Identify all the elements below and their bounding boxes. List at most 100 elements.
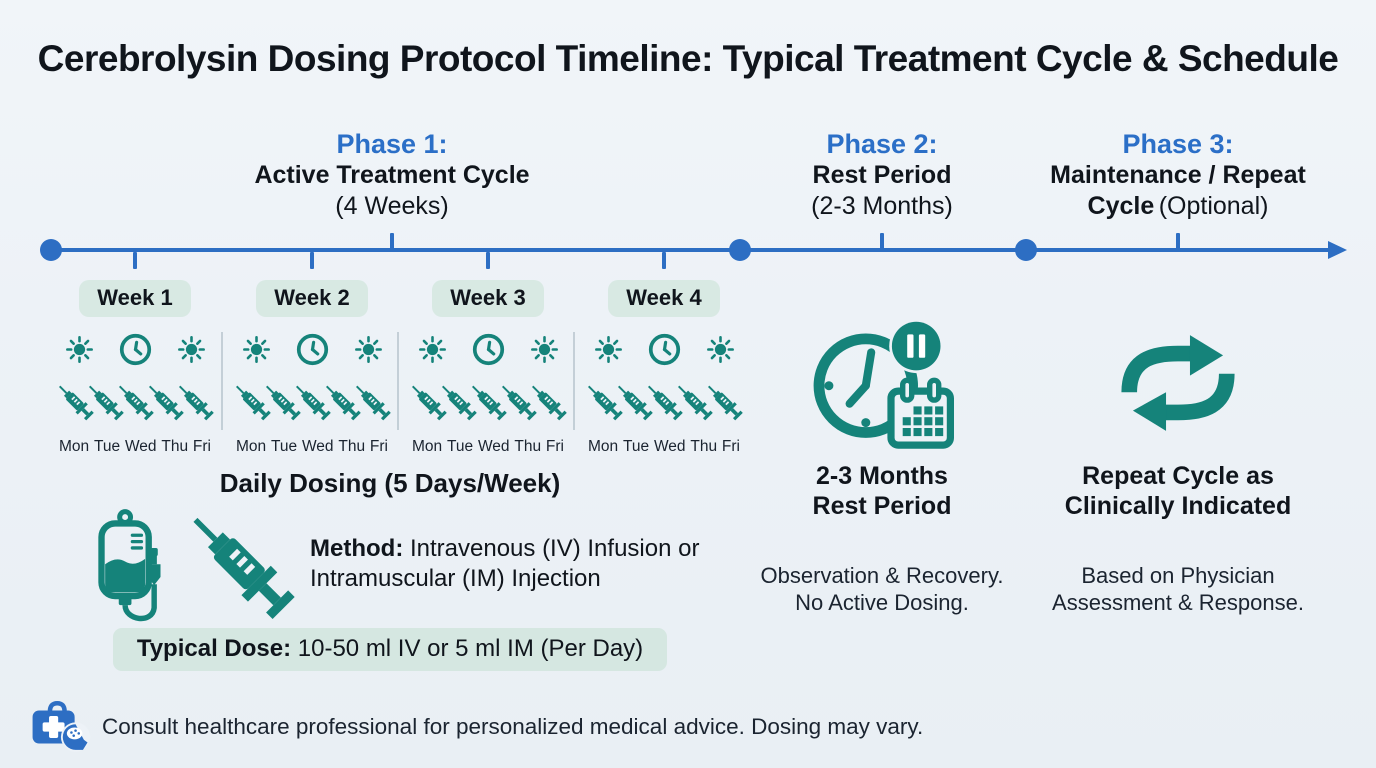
timeline-line bbox=[51, 248, 1332, 252]
method-value: Intravenous (IV) Infusion or Intramuscul… bbox=[310, 535, 700, 592]
day-label: Tue bbox=[93, 438, 121, 455]
timeline-tick-up-phase3 bbox=[1176, 233, 1180, 249]
phase-1-label: Phase 1: bbox=[336, 129, 448, 159]
timeline-tick-up-phase2 bbox=[880, 233, 884, 249]
week-1-icon-row bbox=[51, 330, 219, 368]
syringe-icon bbox=[180, 378, 210, 424]
week-2-dosing-group: Mon Tue Wed Thu Fri bbox=[228, 330, 396, 458]
day-label: Mon bbox=[59, 438, 90, 455]
day-label: Thu bbox=[690, 438, 718, 455]
dose-value: 10-50 ml IV or 5 ml IM (Per Day) bbox=[291, 635, 644, 662]
clock-icon bbox=[472, 333, 505, 366]
syringe-icon bbox=[120, 378, 150, 424]
phase-1-header: Phase 1: Active Treatment Cycle (4 Weeks… bbox=[242, 128, 542, 222]
sun-icon bbox=[178, 336, 205, 363]
week-2-day-labels: Mon Tue Wed Thu Fri bbox=[236, 438, 388, 456]
syringe-icon bbox=[709, 378, 739, 424]
week-divider bbox=[221, 332, 223, 430]
timeline-tick-week4 bbox=[662, 252, 666, 269]
phase-1-name: Active Treatment Cycle bbox=[254, 161, 530, 189]
sun-icon bbox=[243, 336, 270, 363]
week-3-icon-row bbox=[404, 330, 572, 368]
week-1-badge: Week 1 bbox=[79, 280, 191, 317]
syringe-icon bbox=[619, 378, 649, 424]
phase-3-heading-line1: Repeat Cycle as bbox=[1082, 462, 1274, 490]
phase-3-qualifier: (Optional) bbox=[1158, 192, 1269, 220]
phase-2-header: Phase 2: Rest Period (2-3 Months) bbox=[772, 128, 992, 222]
syringe-icon bbox=[150, 378, 180, 424]
phase-3-body-line2: Assessment & Response. bbox=[1052, 590, 1304, 615]
syringe-icon bbox=[503, 378, 533, 424]
day-label: Thu bbox=[161, 438, 189, 455]
syringe-icon bbox=[186, 508, 294, 620]
footer: Consult healthcare professional for pers… bbox=[28, 698, 923, 756]
week-4-badge: Week 4 bbox=[608, 280, 720, 317]
phase-2-qualifier: (2-3 Months) bbox=[811, 192, 953, 220]
week-3-day-labels: Mon Tue Wed Thu Fri bbox=[412, 438, 564, 456]
day-label: Fri bbox=[192, 438, 211, 455]
sun-icon bbox=[419, 336, 446, 363]
day-label: Tue bbox=[270, 438, 298, 455]
phase-2-body-line1: Observation & Recovery. bbox=[760, 563, 1004, 588]
syringe-icon bbox=[327, 378, 357, 424]
iv-bag-icon bbox=[90, 508, 182, 626]
day-label: Mon bbox=[236, 438, 267, 455]
method-block: Method: Intravenous (IV) Infusion or Int… bbox=[90, 508, 705, 626]
day-label: Fri bbox=[369, 438, 388, 455]
method-text: Method: Intravenous (IV) Infusion or Int… bbox=[310, 508, 705, 594]
clock-icon bbox=[648, 333, 681, 366]
day-label: Tue bbox=[446, 438, 474, 455]
phase-2-body: Observation & Recovery. No Active Dosing… bbox=[752, 562, 1012, 616]
day-label: Fri bbox=[545, 438, 564, 455]
repeat-cycle-icon bbox=[1109, 327, 1247, 439]
day-label: Wed bbox=[124, 438, 157, 455]
timeline-dot-phase2 bbox=[729, 239, 751, 261]
sun-icon bbox=[66, 336, 93, 363]
phase-2-heading-line2: Rest Period bbox=[812, 492, 952, 520]
syringe-icon bbox=[473, 378, 503, 424]
footer-disclaimer: Consult healthcare professional for pers… bbox=[102, 714, 924, 739]
day-label: Wed bbox=[653, 438, 686, 455]
sun-icon bbox=[595, 336, 622, 363]
day-label: Thu bbox=[514, 438, 542, 455]
clock-icon bbox=[296, 333, 329, 366]
syringe-icon bbox=[237, 378, 267, 424]
day-label: Thu bbox=[338, 438, 366, 455]
phase-2-name: Rest Period bbox=[812, 161, 952, 189]
arrow-right-icon bbox=[1328, 241, 1347, 259]
week-1-syringe-row bbox=[51, 370, 219, 432]
day-label: Mon bbox=[412, 438, 443, 455]
clock-pause-calendar-icon bbox=[810, 314, 954, 452]
timeline-tick-week3 bbox=[486, 252, 490, 269]
week-3-syringe-row bbox=[404, 370, 572, 432]
week-2-icon-row bbox=[228, 330, 396, 368]
medical-kit-brain-icon bbox=[28, 698, 92, 756]
dose-badge: Typical Dose: 10-50 ml IV or 5 ml IM (Pe… bbox=[112, 628, 668, 671]
phase-3-heading-line2: Clinically Indicated bbox=[1064, 492, 1292, 520]
week-4-icon-row bbox=[580, 330, 748, 368]
week-divider bbox=[573, 332, 575, 430]
week-3-badge: Week 3 bbox=[432, 280, 544, 317]
phase-2-label: Phase 2: bbox=[826, 129, 938, 159]
phase-2-heading: 2-3 Months Rest Period bbox=[782, 461, 982, 521]
phase-3-header: Phase 3: Maintenance / Repeat Cycle (Opt… bbox=[1038, 128, 1318, 222]
week-4-day-labels: Mon Tue Wed Thu Fri bbox=[588, 438, 740, 456]
syringe-icon bbox=[533, 378, 563, 424]
day-label: Tue bbox=[622, 438, 650, 455]
page-title: Cerebrolysin Dosing Protocol Timeline: T… bbox=[37, 38, 1339, 79]
day-label: Wed bbox=[301, 438, 334, 455]
daily-dosing-heading: Daily Dosing (5 Days/Week) bbox=[219, 468, 561, 498]
syringe-icon bbox=[297, 378, 327, 424]
syringe-icon bbox=[443, 378, 473, 424]
timeline-tick-week1 bbox=[133, 252, 137, 269]
day-label: Wed bbox=[477, 438, 510, 455]
phase-2-body-line2: No Active Dosing. bbox=[795, 590, 969, 615]
week-1-dosing-group: Mon Tue Wed Thu Fri bbox=[51, 330, 219, 458]
week-3-dosing-group: Mon Tue Wed Thu Fri bbox=[404, 330, 572, 458]
clock-icon bbox=[119, 333, 152, 366]
week-2-badge: Week 2 bbox=[256, 280, 368, 317]
method-label: Method: bbox=[310, 535, 404, 562]
syringe-icon bbox=[357, 378, 387, 424]
sun-icon bbox=[707, 336, 734, 363]
